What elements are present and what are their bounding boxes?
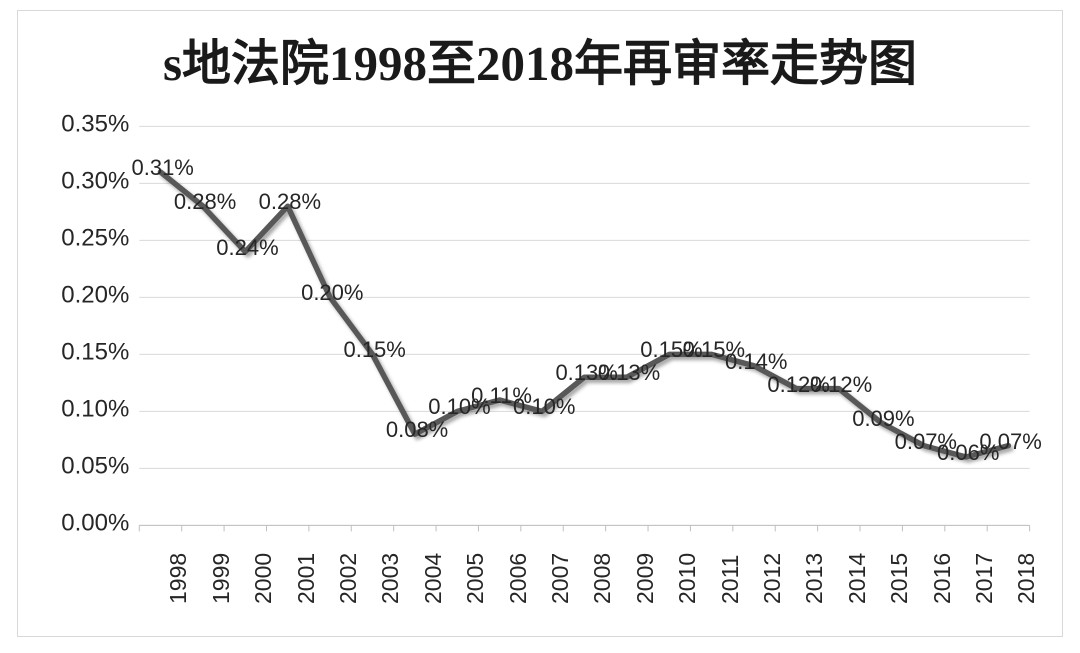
svg-text:0.35%: 0.35% [61, 110, 129, 137]
svg-text:0.10%: 0.10% [61, 395, 129, 422]
svg-text:0.20%: 0.20% [61, 281, 129, 308]
svg-text:0.05%: 0.05% [61, 452, 129, 479]
svg-text:0.15%: 0.15% [61, 338, 129, 365]
svg-text:0.25%: 0.25% [61, 224, 129, 251]
svg-text:0.00%: 0.00% [61, 509, 129, 536]
svg-text:0.30%: 0.30% [61, 167, 129, 194]
